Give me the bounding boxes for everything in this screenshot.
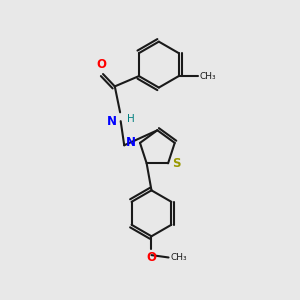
- Text: N: N: [126, 136, 136, 149]
- Text: O: O: [97, 58, 106, 71]
- Text: N: N: [106, 115, 117, 128]
- Text: H: H: [127, 114, 134, 124]
- Text: O: O: [146, 251, 157, 264]
- Text: S: S: [172, 157, 181, 170]
- Text: CH₃: CH₃: [199, 72, 216, 81]
- Text: CH₃: CH₃: [170, 253, 187, 262]
